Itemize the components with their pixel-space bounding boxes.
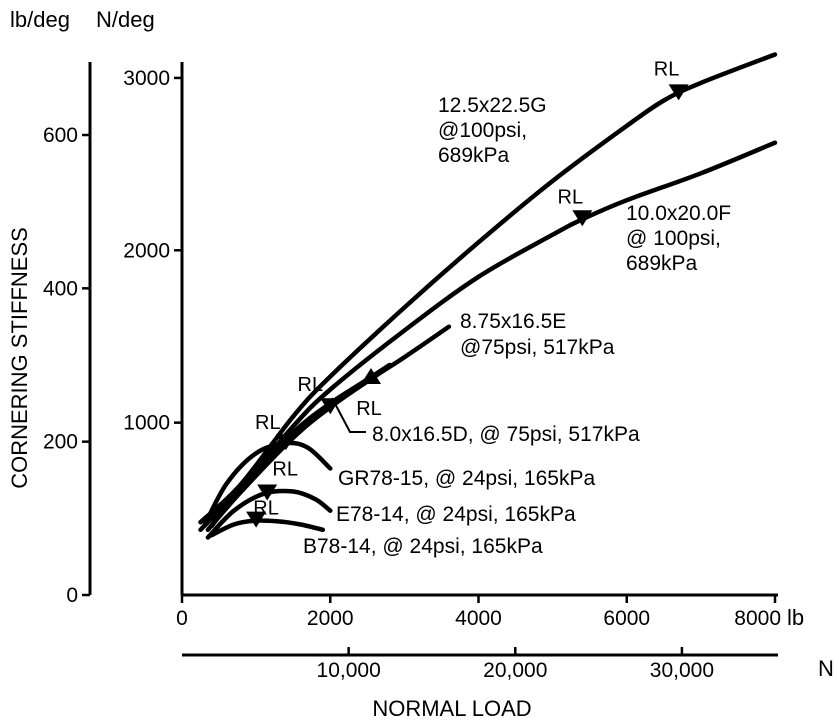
x-unit-n: N xyxy=(818,656,834,681)
series-label: 8.75x16.5E xyxy=(460,310,566,333)
y-tick-label-n: 3000 xyxy=(123,67,170,90)
series-label: E78-14, @ 24psi, 165kPa xyxy=(336,503,576,526)
y-axis-title: CORNERING STIFFNESS xyxy=(7,227,32,489)
series-label: B78-14, @ 24psi, 165kPa xyxy=(303,535,543,558)
series-label: GR78-15, @ 24psi, 165kPa xyxy=(338,467,595,490)
series-label: 689kPa xyxy=(626,252,698,275)
series-label: 12.5x22.5G xyxy=(438,94,547,117)
series-label: @ 100psi, xyxy=(626,227,721,250)
series-label: 8.0x16.5D, @ 75psi, 517kPa xyxy=(372,423,640,446)
rl-marker xyxy=(361,368,381,384)
y-tick-label-lb: 400 xyxy=(43,277,78,300)
series-label-leader xyxy=(331,397,366,433)
series-layer: RL12.5x22.5G@100psi,689kPaRL10.0x20.0F@ … xyxy=(198,52,778,558)
y-tick-label-lb: 200 xyxy=(43,431,78,454)
series-curve xyxy=(209,518,326,538)
rl-label: RL xyxy=(255,412,281,434)
x-tick-label-n: 30,000 xyxy=(650,659,714,682)
series-label: 10.0x20.0F xyxy=(626,202,731,225)
rl-label: RL xyxy=(558,186,584,208)
series-label: 689kPa xyxy=(438,144,510,167)
rl-label: RL xyxy=(272,459,298,481)
rl-marker xyxy=(246,511,267,528)
y-tick-label-lb: 600 xyxy=(43,124,78,147)
x-tick-label-n: 10,000 xyxy=(317,659,381,682)
x-axis-title: NORMAL LOAD xyxy=(372,696,531,721)
rl-marker xyxy=(572,210,593,227)
rl-marker xyxy=(275,434,296,451)
rl-marker xyxy=(257,484,278,501)
y-unit-n-per-deg: N/deg xyxy=(96,7,155,32)
ticks: 0 200 400 600 1000 2000 3000 0 2000 4000 6000 8000 1… xyxy=(43,67,781,682)
y-unit-lb-per-deg: lb/deg xyxy=(10,7,70,32)
series-label: @75psi, 517kPa xyxy=(460,336,615,359)
series-curve xyxy=(201,440,333,529)
x-unit-lb: lb xyxy=(787,605,804,630)
y-tick-label-lb: 0 xyxy=(66,584,78,607)
x-tick-label-lb: 2000 xyxy=(307,607,354,630)
x-tick-label-lb: 4000 xyxy=(455,607,502,630)
rl-label: RL xyxy=(654,58,680,80)
rl-label: RL xyxy=(253,498,279,520)
y-tick-label-n: 2000 xyxy=(123,239,170,262)
rl-marker xyxy=(668,84,689,101)
rl-label: RL xyxy=(356,398,382,420)
x-tick-label-lb: 0 xyxy=(176,607,188,630)
series-label: @100psi, xyxy=(438,119,527,142)
y-tick-label-n: 1000 xyxy=(123,412,170,435)
series-curve xyxy=(205,488,333,540)
x-tick-label-n: 20,000 xyxy=(483,659,547,682)
x-tick-label-lb: 8000 xyxy=(734,607,781,630)
rl-label: RL xyxy=(298,374,324,396)
series-curve xyxy=(198,52,778,525)
x-tick-label-lb: 6000 xyxy=(603,607,650,630)
